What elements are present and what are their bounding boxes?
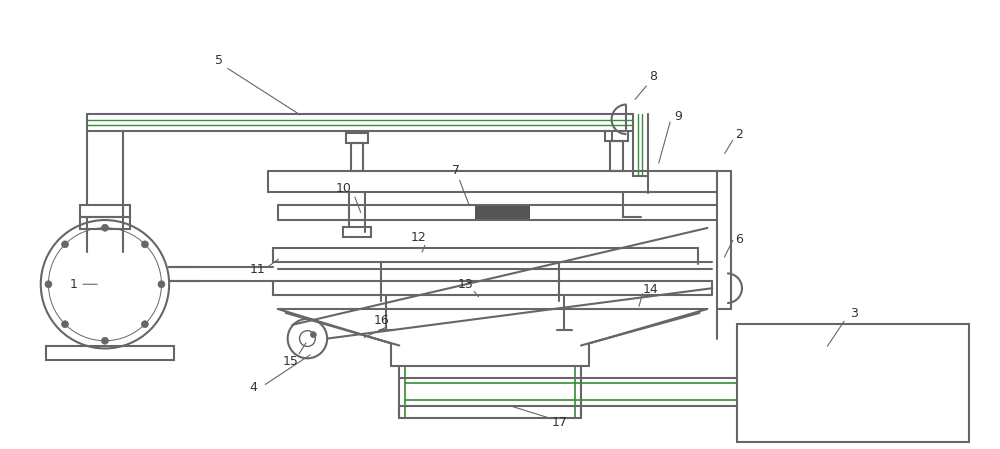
Text: 12: 12 [411, 231, 427, 244]
Text: 16: 16 [374, 314, 389, 327]
Text: 15: 15 [283, 355, 299, 368]
Circle shape [158, 281, 165, 288]
Text: 13: 13 [458, 278, 473, 291]
Text: 8: 8 [649, 70, 657, 84]
Circle shape [141, 241, 148, 248]
Bar [475, 205, 530, 220]
Bar [80, 217, 130, 229]
Bar [46, 347, 174, 360]
Circle shape [310, 332, 316, 338]
Bar [80, 205, 130, 217]
Circle shape [62, 241, 68, 248]
Bar [610, 141, 623, 171]
Text: 6: 6 [735, 233, 743, 247]
Text: 4: 4 [249, 382, 257, 395]
Bar [346, 133, 368, 143]
Circle shape [141, 321, 148, 328]
Circle shape [45, 281, 52, 288]
Text: 5: 5 [215, 53, 223, 66]
Text: 1: 1 [69, 278, 77, 291]
Bar [737, 324, 969, 442]
Text: 7: 7 [452, 164, 460, 177]
Circle shape [101, 337, 108, 344]
Text: 17: 17 [551, 416, 567, 429]
Text: 2: 2 [735, 128, 743, 141]
Bar [605, 131, 628, 141]
Circle shape [101, 224, 108, 231]
Bar [343, 227, 371, 237]
Text: 14: 14 [642, 283, 658, 296]
Text: 9: 9 [674, 110, 682, 123]
Text: 3: 3 [850, 308, 858, 321]
Circle shape [62, 321, 68, 328]
Text: 10: 10 [336, 182, 352, 195]
Bar [351, 143, 363, 171]
Text: 11: 11 [250, 263, 266, 276]
